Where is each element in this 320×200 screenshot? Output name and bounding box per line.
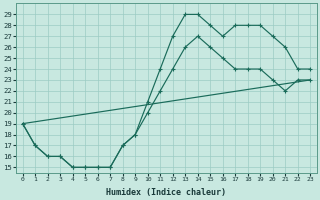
X-axis label: Humidex (Indice chaleur): Humidex (Indice chaleur) bbox=[107, 188, 227, 197]
